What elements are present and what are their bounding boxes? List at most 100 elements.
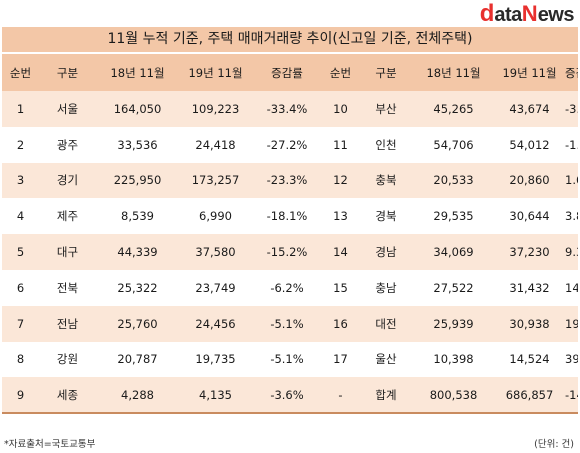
- table-cell: 8: [16, 352, 25, 367]
- table-cell: 14.2%: [565, 280, 578, 295]
- table-cell: 인천: [375, 137, 397, 152]
- table-cell: 37,580: [195, 245, 236, 260]
- table-cell: 33,536: [117, 137, 158, 152]
- column-header: 18년 11월: [110, 65, 165, 80]
- table-cell: 5: [16, 245, 25, 260]
- table-cell: 강원: [56, 352, 79, 367]
- table-cell: 10: [333, 101, 348, 116]
- table-cell: 686,857: [505, 387, 554, 402]
- table-cell: 1.6%: [565, 173, 578, 188]
- table-cell: 서울: [56, 101, 79, 116]
- table-cell: 24,418: [195, 137, 236, 152]
- table-cell: 37,230: [509, 245, 550, 260]
- column-header: 순번: [329, 65, 352, 80]
- table-cell: 19.3%: [565, 316, 578, 331]
- source-note: *자료출처=국토교통부: [4, 439, 96, 450]
- table-cell: 19,735: [195, 352, 236, 367]
- table-cell: 전북: [56, 280, 79, 295]
- column-header: 18년 11월: [426, 65, 481, 80]
- table-cell: 39.7%: [565, 352, 578, 367]
- table-cell: 44,339: [117, 245, 158, 260]
- column-header: 증감률: [565, 65, 578, 80]
- logo-text-ata: ata: [494, 4, 522, 26]
- table-cell: 3: [16, 173, 25, 188]
- logo-text-ews: ews: [537, 4, 575, 26]
- table-cell: 9: [16, 387, 25, 402]
- table-row: 8 강원 20,787 19,735 -5.1% 17 울산 10,398 14,524 39.7…: [2, 341, 578, 378]
- table-cell: 12: [333, 173, 348, 188]
- table-cell: 31,432: [509, 280, 550, 295]
- table-cell: 대구: [56, 245, 79, 260]
- table-cell: 세종: [56, 387, 79, 402]
- logo-letter-n: N: [521, 1, 538, 26]
- table-cell: 충남: [375, 280, 397, 295]
- table-cell: 45,265: [433, 101, 474, 116]
- table-cell: 10,398: [433, 352, 474, 367]
- table-cell: 1: [16, 101, 25, 116]
- table-cell: 11: [333, 137, 348, 152]
- table-cell: 4,135: [199, 387, 232, 402]
- table-cell: 충북: [375, 173, 397, 188]
- table-cell: 29,535: [433, 209, 474, 224]
- table-row: 6 전북 25,322 23,749 -6.2% 15 충남 27,522 31,432 14.2…: [2, 269, 578, 306]
- table-cell: 합계: [375, 387, 397, 402]
- table-row: 1 서울 164,050 109,223 -33.4% 10 부산 45,265 43,674-…: [2, 91, 578, 127]
- column-header: 19년 11월: [188, 65, 243, 80]
- table-cell: 부산: [375, 101, 397, 116]
- table-cell: 225,950: [113, 173, 162, 188]
- table-cell: 30,644: [509, 209, 550, 224]
- table-row: 9 세종 4,288 4,135 -3.6% - 합계 800,538 686,857 -14.2…: [2, 377, 578, 414]
- table-cell: -3.5%: [565, 101, 578, 116]
- table-cell: 25,760: [117, 316, 158, 331]
- table-row: 4 제주 8,539 6,990 -18.1% 13 경북 29,535 30,644 3.8%: [2, 198, 578, 235]
- table-cell: 13: [333, 209, 348, 224]
- table-cell: 8,539: [121, 209, 154, 224]
- table-cell: -6.2%: [270, 280, 304, 295]
- table-cell: -27.2%: [266, 137, 308, 152]
- table-cell: -18.1%: [266, 209, 308, 224]
- table-cell: 24,456: [195, 316, 236, 331]
- table-cell: 2: [16, 137, 25, 152]
- column-header: 19년 11월: [502, 65, 557, 80]
- table-cell: 54,706: [433, 137, 474, 152]
- header-row: 순번 구분 18년 11월 19년 11월 증감률 순번 구분 18년 11월 19년 11월 증…: [2, 54, 578, 91]
- table-row: 7 전남 25,760 24,456 -5.1% 16 대전 25,939 30,938 19.3…: [2, 305, 578, 342]
- table-cell: 27,522: [433, 280, 474, 295]
- table-cell: 25,322: [117, 280, 158, 295]
- table-body: 1 서울 164,050 109,223 -33.4% 10 부산 45,265 43,674-…: [2, 91, 578, 414]
- table-cell: 경북: [375, 209, 397, 224]
- table-cell: 16: [333, 316, 348, 331]
- table-cell: -15.2%: [266, 245, 308, 260]
- table-row: 2 광주 33,536 24,418 -27.2% 11 인천 54,706 54,012 -1.…: [2, 126, 578, 163]
- column-header: 구분: [56, 65, 79, 80]
- table-cell: 6,990: [199, 209, 232, 224]
- table-cell: -1.3%: [565, 137, 578, 152]
- table-cell: 대전: [375, 316, 397, 331]
- datanews-logo: dataNews: [480, 1, 575, 27]
- table-cell: 3.8%: [565, 209, 578, 224]
- table-cell: 800,538: [429, 387, 478, 402]
- column-header: 구분: [375, 65, 397, 80]
- table-cell: 109,223: [191, 101, 240, 116]
- column-header: 순번: [9, 65, 32, 80]
- table-cell: -5.1%: [270, 316, 304, 331]
- table-row: 3 경기 225,950 173,257 -23.3% 12 충북 20,533 20,860 1…: [2, 162, 578, 199]
- table-cell: -14.2%: [565, 387, 578, 402]
- table-cell: 제주: [56, 209, 79, 224]
- table-cell: 전남: [56, 316, 79, 331]
- table-cell: 경남: [375, 245, 397, 260]
- table-cell: 7: [16, 316, 25, 331]
- table-cell: 54,012: [509, 137, 550, 152]
- table-title: 11월 누적 기준, 주택 매매거래량 추이(신고일 기준, 전체주택): [2, 27, 578, 52]
- table-cell: 23,749: [195, 280, 236, 295]
- table-cell: 20,787: [117, 352, 158, 367]
- table-cell: 15: [333, 280, 348, 295]
- table-cell: 4,288: [121, 387, 154, 402]
- table-cell: 광주: [56, 137, 79, 152]
- table-cell: 경기: [56, 173, 79, 188]
- table-cell: 43,674: [509, 101, 550, 116]
- table-cell: 울산: [375, 352, 397, 367]
- table-cell: 14: [333, 245, 348, 260]
- table-cell: 20,533: [433, 173, 474, 188]
- table-cell: -5.1%: [270, 352, 304, 367]
